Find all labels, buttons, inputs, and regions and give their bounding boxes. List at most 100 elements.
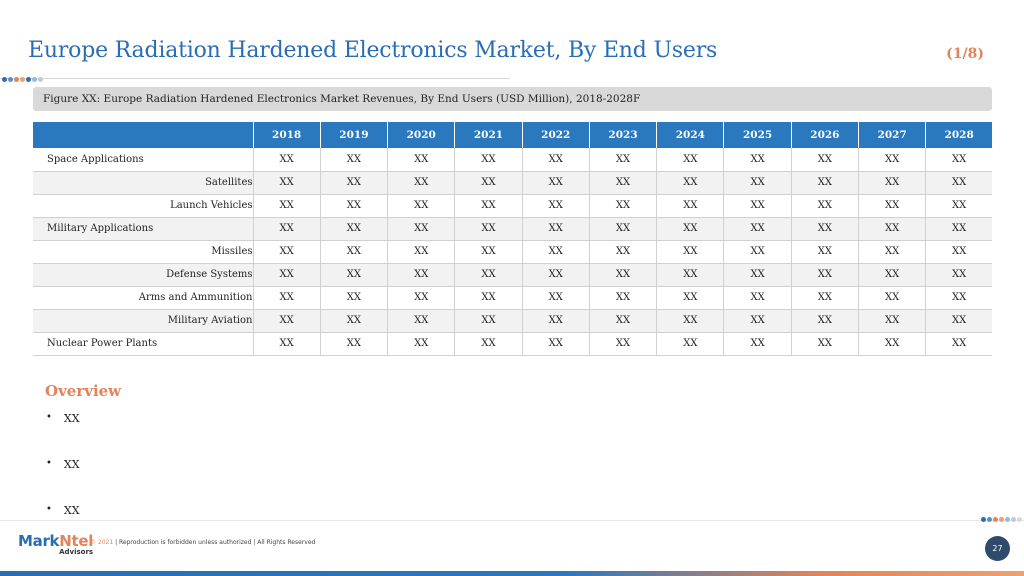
- table-cell: XX: [723, 309, 792, 333]
- table-cell: XX: [387, 309, 456, 333]
- table-cell: XX: [454, 217, 523, 241]
- table-cell: XX: [791, 217, 860, 241]
- table-cell: XX: [522, 263, 590, 287]
- bullet-icon: •: [46, 458, 52, 469]
- table-cell: XX: [858, 332, 927, 356]
- table-cell: XX: [522, 286, 590, 310]
- table-cell: XX: [320, 286, 389, 310]
- table-cell: XX: [253, 217, 321, 241]
- copyright-text: | Reproduction is forbidden unless autho…: [113, 539, 316, 546]
- table-cell: XX: [925, 332, 992, 356]
- overview-bullet: • XX: [46, 412, 80, 425]
- title-divider: [0, 78, 510, 79]
- table-row: Military Applications XX XX XX XX XX XX XX XX XX X…: [33, 217, 992, 241]
- table-cell: XX: [723, 148, 792, 172]
- table-cell: XX: [387, 263, 456, 287]
- decorative-dots-top: [2, 77, 43, 82]
- row-label: Missiles: [33, 240, 254, 264]
- table-cell: XX: [925, 286, 992, 310]
- table-cell: XX: [858, 263, 927, 287]
- table-cell: XX: [589, 240, 658, 264]
- table-cell: XX: [387, 148, 456, 172]
- table-body: Space Applications XX XX XX XX XX XX XX XX XX XX XX…: [33, 148, 992, 356]
- table-header-year: 2024: [656, 122, 725, 148]
- table-cell: XX: [320, 263, 389, 287]
- row-label: Satellites: [33, 171, 254, 195]
- table-cell: XX: [723, 217, 792, 241]
- table-cell: XX: [858, 194, 927, 218]
- table-cell: XX: [723, 332, 792, 356]
- table-header-year: 2027: [858, 122, 927, 148]
- table-cell: XX: [791, 263, 860, 287]
- table-cell: XX: [858, 309, 927, 333]
- table-header-year: 2018: [253, 122, 321, 148]
- table-header-year: 2026: [791, 122, 860, 148]
- table-cell: XX: [589, 309, 658, 333]
- table-cell: XX: [791, 286, 860, 310]
- table-header-year: 2025: [723, 122, 792, 148]
- row-label: Military Aviation: [33, 309, 254, 333]
- overview-bullet-text: XX: [63, 458, 80, 471]
- table-cell: XX: [253, 332, 321, 356]
- table-cell: XX: [858, 217, 927, 241]
- table-cell: XX: [387, 332, 456, 356]
- table-cell: XX: [656, 332, 725, 356]
- table-header-year: 2020: [387, 122, 456, 148]
- table-cell: XX: [925, 240, 992, 264]
- table-cell: XX: [858, 171, 927, 195]
- table-cell: XX: [723, 286, 792, 310]
- table-cell: XX: [589, 217, 658, 241]
- copyright-notice: © 2021 | Reproduction is forbidden unles…: [90, 539, 315, 546]
- row-label: Launch Vehicles: [33, 194, 254, 218]
- table-cell: XX: [387, 286, 456, 310]
- table-cell: XX: [320, 194, 389, 218]
- table-cell: XX: [253, 263, 321, 287]
- table-cell: XX: [589, 286, 658, 310]
- table-header-year: 2022: [522, 122, 590, 148]
- table-cell: XX: [589, 148, 658, 172]
- table-cell: XX: [656, 263, 725, 287]
- table-cell: XX: [454, 171, 523, 195]
- table-cell: XX: [454, 309, 523, 333]
- table-cell: XX: [925, 171, 992, 195]
- table-header-year: 2023: [589, 122, 658, 148]
- table-cell: XX: [253, 194, 321, 218]
- table-header-year: 2019: [320, 122, 389, 148]
- table-cell: XX: [858, 148, 927, 172]
- table-row: Defense Systems XX XX XX XX XX XX XX XX XX XX XX: [33, 263, 992, 287]
- table-row: Military Aviation XX XX XX XX XX XX XX XX XX XX XX: [33, 309, 992, 333]
- table-cell: XX: [253, 286, 321, 310]
- page-counter: (1/8): [946, 46, 984, 62]
- table-cell: XX: [387, 240, 456, 264]
- table-cell: XX: [253, 171, 321, 195]
- table-cell: XX: [454, 332, 523, 356]
- table-cell: XX: [656, 194, 725, 218]
- logo-subtext: Advisors: [59, 548, 94, 556]
- table-cell: XX: [791, 240, 860, 264]
- table-cell: XX: [723, 171, 792, 195]
- table-cell: XX: [320, 148, 389, 172]
- overview-bullet: • XX: [46, 504, 80, 517]
- table-cell: XX: [454, 286, 523, 310]
- table-cell: XX: [454, 240, 523, 264]
- page-number-badge: 27: [985, 536, 1010, 561]
- table-cell: XX: [656, 171, 725, 195]
- table-cell: XX: [522, 148, 590, 172]
- table-cell: XX: [522, 332, 590, 356]
- table-cell: XX: [791, 309, 860, 333]
- table-cell: XX: [522, 217, 590, 241]
- table-header-year: 2028: [925, 122, 992, 148]
- table-cell: XX: [320, 217, 389, 241]
- table-cell: XX: [925, 309, 992, 333]
- table-cell: XX: [320, 309, 389, 333]
- revenue-table: 2018 2019 2020 2021 2022 2023 2024 2025 2026 2027…: [33, 122, 992, 356]
- footer-divider: [0, 520, 1024, 521]
- table-cell: XX: [522, 309, 590, 333]
- table-cell: XX: [320, 240, 389, 264]
- table-cell: XX: [589, 332, 658, 356]
- table-cell: XX: [858, 240, 927, 264]
- table-cell: XX: [589, 194, 658, 218]
- table-cell: XX: [387, 217, 456, 241]
- table-row: Nuclear Power Plants XX XX XX XX XX XX XX XX XX XX…: [33, 332, 992, 356]
- row-label: Space Applications: [33, 148, 254, 172]
